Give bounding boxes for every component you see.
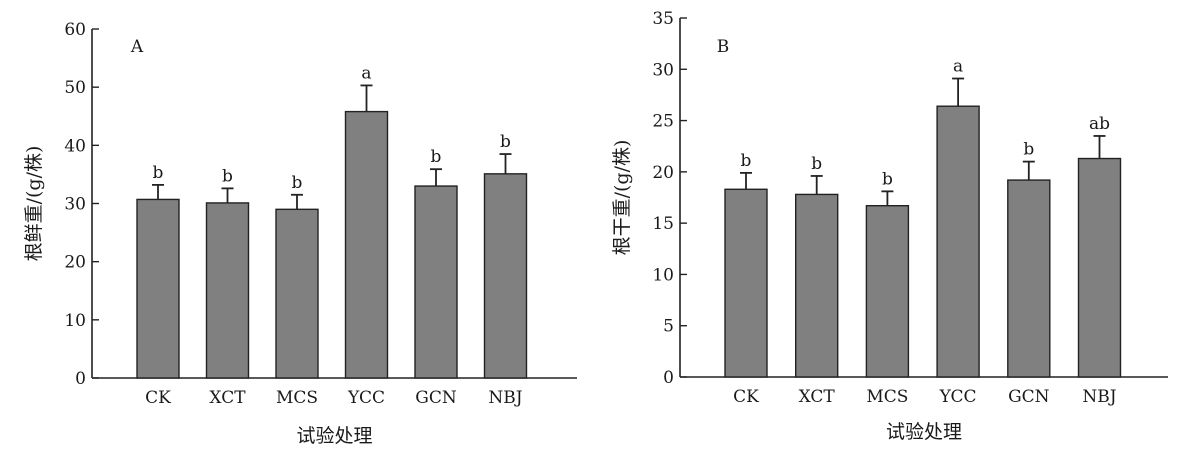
y-tick-label: 35 bbox=[652, 9, 674, 29]
significance-label: ab bbox=[1089, 114, 1110, 134]
x-tick-label: NBJ bbox=[1082, 387, 1116, 407]
bar-nbj bbox=[1077, 157, 1122, 378]
panel-label: A bbox=[130, 37, 144, 57]
bar-xct bbox=[205, 202, 250, 379]
x-tick-label: CK bbox=[145, 388, 171, 408]
y-tick-label: 0 bbox=[75, 369, 86, 389]
y-tick-label: 5 bbox=[663, 317, 674, 337]
significance-label: b bbox=[811, 154, 822, 174]
x-tick-label: MCS bbox=[276, 388, 318, 408]
x-tick-label: CK bbox=[733, 387, 759, 407]
panel-label: B bbox=[717, 37, 730, 57]
y-tick-label: 20 bbox=[64, 253, 86, 273]
y-axis-title: 根干重/(g/株) bbox=[611, 140, 633, 256]
bar-gcn bbox=[414, 185, 458, 379]
significance-label: b bbox=[1023, 140, 1034, 160]
significance-label: a bbox=[953, 57, 963, 77]
bar-nbj bbox=[483, 173, 528, 379]
significance-label: b bbox=[741, 151, 752, 171]
chart-panel-b: 0 5 10 15 20 25 30 35 b CK b XCT b MCS a YCC b GCN ab NBJ B 试… bbox=[611, 9, 1168, 443]
y-tick-label: 10 bbox=[64, 311, 86, 331]
significance-label: b bbox=[500, 132, 511, 152]
bar-mcs bbox=[275, 208, 319, 379]
x-axis-title: 试验处理 bbox=[296, 425, 372, 447]
bar-ck bbox=[136, 198, 180, 379]
y-tick-label: 25 bbox=[652, 112, 674, 132]
y-tick-label: 20 bbox=[652, 163, 674, 183]
y-tick-label: 30 bbox=[652, 60, 674, 80]
x-tick-label: XCT bbox=[209, 388, 246, 408]
bar-ycc bbox=[936, 105, 980, 378]
x-tick-label: GCN bbox=[1008, 387, 1050, 407]
significance-label: b bbox=[292, 173, 303, 193]
significance-label: b bbox=[153, 163, 164, 183]
bar-mcs bbox=[865, 205, 910, 378]
x-tick-label: YCC bbox=[347, 388, 385, 408]
y-tick-label: 40 bbox=[64, 136, 86, 156]
bar-ck bbox=[724, 188, 768, 378]
x-axis-title: 试验处理 bbox=[886, 421, 962, 443]
x-tick-label: GCN bbox=[415, 388, 457, 408]
significance-label: b bbox=[222, 166, 233, 186]
x-tick-label: XCT bbox=[799, 387, 836, 407]
y-axis-title: 根鲜重/(g/株) bbox=[23, 146, 45, 262]
y-tick-label: 10 bbox=[652, 265, 674, 285]
y-tick-label: 0 bbox=[663, 368, 674, 388]
significance-label: a bbox=[361, 63, 371, 83]
x-tick-label: YCC bbox=[939, 387, 977, 407]
y-tick-label: 15 bbox=[652, 214, 674, 234]
x-tick-label: NBJ bbox=[488, 388, 522, 408]
bar-gcn bbox=[1007, 179, 1051, 378]
y-tick-label: 30 bbox=[64, 195, 86, 215]
chart-panel-a: 0 10 20 30 40 50 60 b CK b XCT b MCS a YCC b GCN b NBJ A 试验处… bbox=[23, 20, 577, 447]
y-tick-label: 60 bbox=[64, 20, 86, 40]
y-tick-label: 50 bbox=[64, 78, 86, 98]
x-tick-label: MCS bbox=[866, 387, 908, 407]
bar-ycc bbox=[344, 110, 389, 379]
bar-xct bbox=[795, 193, 839, 378]
significance-label: b bbox=[431, 147, 442, 167]
significance-label: b bbox=[882, 169, 893, 189]
